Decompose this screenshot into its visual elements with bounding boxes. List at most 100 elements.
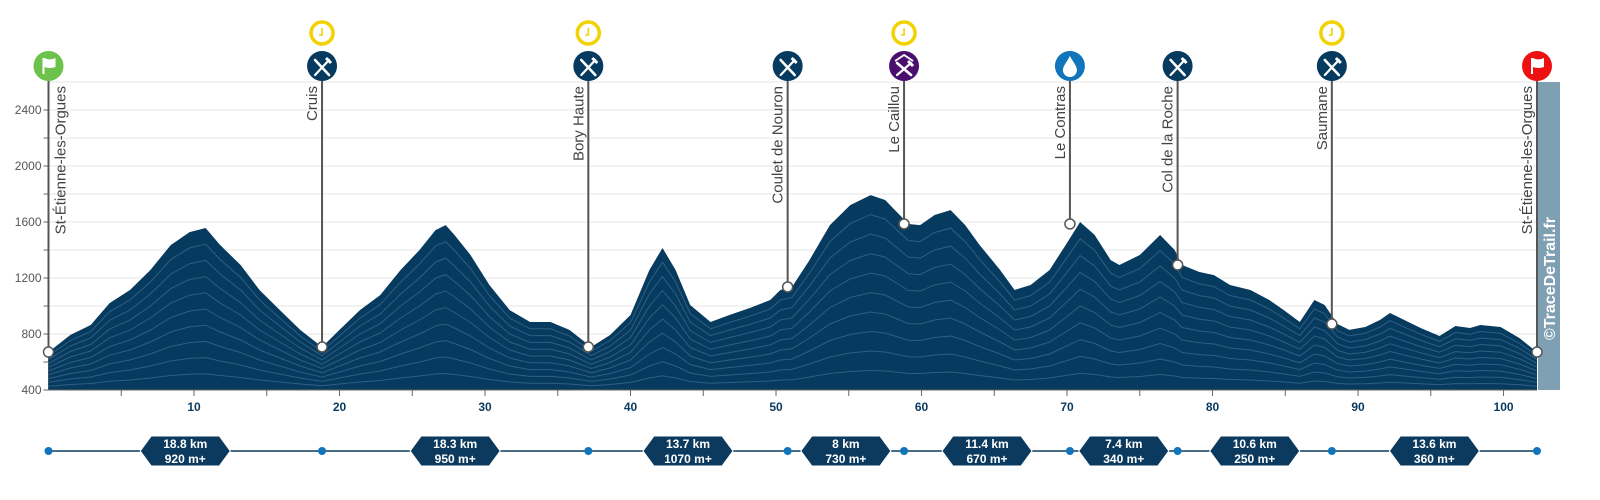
icon-background bbox=[889, 51, 920, 81]
segment-dot bbox=[1533, 447, 1541, 455]
segment-dot bbox=[318, 447, 327, 455]
waypoint[interactable]: Coulet de Nouron bbox=[770, 51, 803, 293]
food-icon bbox=[1316, 51, 1347, 81]
clock-hands bbox=[585, 28, 590, 36]
waypoint[interactable]: Cruis bbox=[304, 20, 338, 353]
segment-hexagon bbox=[941, 435, 1033, 467]
segment-hexagon bbox=[409, 435, 501, 467]
food-icon bbox=[1162, 51, 1193, 81]
flag-cloth bbox=[44, 58, 56, 68]
segment-dot bbox=[584, 447, 593, 455]
fork-head bbox=[591, 56, 599, 65]
waypoint[interactable]: Le Contras bbox=[1052, 51, 1085, 230]
segment-gain: 730 m+ bbox=[825, 452, 866, 466]
fork-head bbox=[1180, 56, 1188, 65]
contour-line bbox=[48, 292, 1538, 372]
food-icon bbox=[307, 51, 338, 81]
waypoint-marker bbox=[898, 218, 910, 230]
fork-head bbox=[790, 56, 798, 65]
segment-distance: 18.3 km bbox=[433, 437, 477, 451]
segment-hexagon bbox=[800, 435, 892, 467]
fork-shape bbox=[1169, 58, 1186, 77]
segment-gain: 250 m+ bbox=[1234, 452, 1275, 466]
credit-bar: ©TraceDeTrail.fr bbox=[1538, 82, 1560, 390]
segment-dot bbox=[783, 447, 792, 455]
clock-hands bbox=[319, 28, 323, 36]
clock-icon bbox=[1319, 20, 1345, 46]
x-tick-label: 90 bbox=[1351, 400, 1365, 414]
fork-head bbox=[1334, 56, 1342, 65]
waypoint[interactable]: Le Caillou bbox=[886, 20, 920, 230]
segment-hexagon bbox=[642, 435, 734, 467]
shelter-food-icon bbox=[889, 51, 920, 81]
x-tick-label: 60 bbox=[915, 400, 929, 414]
segment-dot bbox=[1065, 447, 1074, 455]
waypoint[interactable]: Col de la Roche bbox=[1160, 51, 1193, 271]
x-tick-label: 50 bbox=[769, 400, 783, 414]
waypoint-label: Coulet de Nouron bbox=[770, 86, 787, 204]
credit-text[interactable]: ©TraceDeTrail.fr bbox=[1542, 217, 1559, 340]
segment-gain: 340 m+ bbox=[1103, 452, 1144, 466]
x-tick-label: 10 bbox=[187, 400, 201, 414]
segment-dot bbox=[1327, 447, 1336, 455]
x-tick-label: 40 bbox=[624, 400, 638, 414]
y-tick-label: 800 bbox=[21, 327, 41, 341]
y-tick-label: 1200 bbox=[15, 271, 42, 285]
segment-distance: 8 km bbox=[832, 437, 859, 451]
contour-line bbox=[48, 350, 1538, 383]
elevation-area bbox=[48, 195, 1538, 390]
contour-line bbox=[48, 253, 1538, 364]
waypoint-marker bbox=[1531, 346, 1543, 358]
roof-shape bbox=[894, 53, 914, 62]
food-icon bbox=[573, 51, 604, 81]
segment-gain: 670 m+ bbox=[966, 452, 1007, 466]
waypoint[interactable]: St-Étienne-les-Orgues bbox=[1519, 51, 1552, 358]
waypoints: St-Étienne-les-Orgues Cruis Bory Haute Coul… bbox=[33, 20, 1552, 358]
segment-distance: 18.8 km bbox=[163, 437, 207, 451]
contour-line bbox=[48, 330, 1538, 380]
segment-hexagon bbox=[1209, 435, 1301, 467]
waypoint-label: St-Étienne-les-Orgues bbox=[53, 86, 70, 234]
fork-shape bbox=[313, 58, 331, 77]
waypoint-label: St-Étienne-les-Orgues bbox=[1519, 86, 1536, 234]
segment-distance: 10.6 km bbox=[1233, 437, 1277, 451]
contour-line bbox=[48, 272, 1538, 368]
segment-distance: 13.7 km bbox=[666, 437, 710, 451]
fork-head bbox=[324, 56, 333, 65]
fork-shape bbox=[779, 58, 796, 77]
segment-gain: 360 m+ bbox=[1414, 452, 1455, 466]
contour-line bbox=[48, 311, 1538, 376]
water-drop-icon bbox=[1054, 51, 1085, 81]
segment-distance: 7.4 km bbox=[1105, 437, 1142, 451]
clock-hands bbox=[901, 28, 905, 36]
fork-shape bbox=[895, 61, 913, 77]
segment-dot bbox=[44, 447, 53, 455]
waypoint-marker bbox=[316, 341, 328, 353]
finish-flag-icon bbox=[1522, 51, 1552, 81]
clock-icon bbox=[891, 20, 917, 46]
segment-dot bbox=[900, 447, 909, 455]
waypoint[interactable]: Saumane bbox=[1314, 20, 1347, 330]
x-tick-label: 70 bbox=[1060, 400, 1074, 414]
waypoint-marker bbox=[1326, 318, 1338, 330]
x-tick-label: 30 bbox=[478, 400, 492, 414]
waypoint[interactable]: St-Étienne-les-Orgues bbox=[33, 51, 70, 358]
x-tick-label: 100 bbox=[1494, 400, 1514, 414]
x-tick-label: 20 bbox=[333, 400, 347, 414]
y-tick-label: 2400 bbox=[15, 103, 42, 117]
waypoint[interactable]: Bory Haute bbox=[570, 20, 604, 353]
waypoint-label: Le Contras bbox=[1052, 86, 1069, 159]
waypoint-label: Le Caillou bbox=[886, 86, 903, 153]
clock-icon bbox=[309, 20, 335, 46]
start-flag-icon bbox=[33, 51, 64, 81]
x-axis: 10 20 30 40 50 60 70 80 90 100 bbox=[48, 389, 1537, 414]
segment-hexagon bbox=[1388, 435, 1481, 467]
waypoint-marker bbox=[1171, 259, 1184, 271]
